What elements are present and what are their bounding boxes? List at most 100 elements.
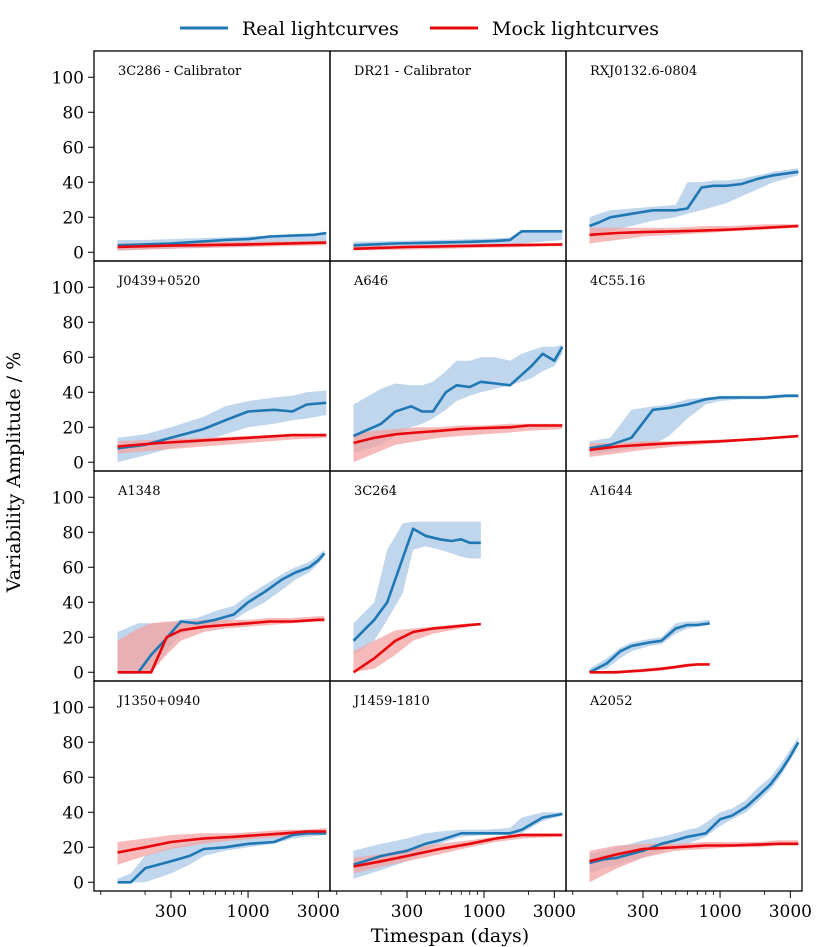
mock-band bbox=[117, 434, 327, 454]
panel-3: RXJ0132.6-0804 bbox=[565, 50, 803, 262]
panel-5: A646 bbox=[329, 260, 567, 472]
y-tick-label: 80 bbox=[62, 733, 84, 753]
panel-label: 3C286 - Calibrator bbox=[118, 64, 242, 79]
real-band bbox=[353, 521, 481, 655]
x-tick-label: 3000 bbox=[297, 902, 340, 922]
real-line bbox=[589, 741, 800, 865]
y-tick-label: 60 bbox=[62, 348, 84, 368]
mock-line bbox=[352, 622, 481, 674]
y-tick-label: 80 bbox=[62, 313, 84, 333]
x-tick-label: 300 bbox=[391, 902, 423, 922]
y-tick-label: 100 bbox=[52, 68, 84, 88]
y-tick-label: 80 bbox=[62, 523, 84, 543]
real-line bbox=[352, 346, 564, 438]
panel-label: A1348 bbox=[117, 484, 160, 499]
panel-1: 3C286 - Calibrator 0 20 40 60 80 100 bbox=[52, 50, 331, 263]
x-tick-label: 300 bbox=[627, 902, 659, 922]
mock-line bbox=[589, 663, 710, 674]
real-line bbox=[117, 831, 327, 884]
panel-label: RXJ0132.6-0804 bbox=[590, 64, 697, 79]
y-axis-title: Variability Amplitude / % bbox=[3, 352, 25, 593]
real-line bbox=[117, 552, 326, 674]
mock-band bbox=[117, 828, 327, 865]
panel-2: DR21 - Calibrator bbox=[329, 50, 567, 262]
panel-frame bbox=[329, 50, 567, 262]
real-line bbox=[353, 230, 563, 247]
panel-label: J1350+0940 bbox=[116, 694, 200, 709]
plot-area bbox=[117, 828, 327, 884]
y-tick-label: 0 bbox=[73, 453, 84, 473]
plot-area bbox=[353, 230, 563, 251]
y-tick-label: 40 bbox=[62, 593, 84, 613]
real-line bbox=[117, 401, 327, 450]
mock-line bbox=[353, 833, 563, 868]
mock-band bbox=[117, 616, 325, 673]
x-tick-label: 1000 bbox=[226, 902, 269, 922]
mock-band bbox=[353, 623, 481, 673]
real-line bbox=[588, 622, 710, 674]
legend-mock-label: Mock lightcurves bbox=[492, 18, 659, 40]
y-tick-label: 100 bbox=[52, 698, 84, 718]
y-tick-label: 80 bbox=[62, 103, 84, 123]
y-tick-label: 20 bbox=[62, 628, 84, 648]
plot-area bbox=[352, 345, 564, 463]
y-tick-label: 0 bbox=[73, 873, 84, 893]
real-line bbox=[589, 170, 799, 228]
y-tick-label: 60 bbox=[62, 768, 84, 788]
panel-8: 3C264 bbox=[329, 470, 567, 682]
panel-label: A2052 bbox=[589, 694, 632, 709]
plot-area bbox=[589, 737, 800, 883]
panel-frame bbox=[93, 50, 331, 262]
panel-7: A1348 0 20 40 60 80 100 bbox=[52, 470, 331, 683]
mock-line bbox=[117, 618, 325, 674]
x-axis-title: Timespan (days) bbox=[371, 925, 529, 947]
y-tick-label: 20 bbox=[62, 208, 84, 228]
x-tick-label: 1000 bbox=[462, 902, 505, 922]
real-line bbox=[353, 812, 563, 867]
y-tick-label: 40 bbox=[62, 173, 84, 193]
real-band bbox=[117, 390, 327, 463]
plot-area bbox=[588, 619, 710, 674]
plot-area bbox=[589, 168, 799, 244]
plot-area bbox=[589, 394, 799, 457]
panel-label: A646 bbox=[353, 274, 388, 289]
y-tick-label: 0 bbox=[73, 243, 84, 263]
panel-6: 4C55.16 bbox=[565, 260, 803, 472]
legend: Real lightcurves Mock lightcurves bbox=[180, 18, 659, 40]
plot-area bbox=[117, 390, 327, 463]
panel-label: J0439+0520 bbox=[116, 274, 200, 289]
y-tick-label: 100 bbox=[52, 488, 84, 508]
real-line bbox=[117, 231, 327, 247]
x-tick-label: 3000 bbox=[769, 902, 812, 922]
mock-line bbox=[117, 433, 327, 448]
x-tick-label: 300 bbox=[155, 902, 187, 922]
mock-line bbox=[353, 243, 563, 251]
panel-label: A1644 bbox=[589, 484, 632, 499]
panel-label: 4C55.16 bbox=[590, 274, 645, 289]
real-band bbox=[589, 394, 799, 454]
y-tick-label: 0 bbox=[73, 663, 84, 683]
panel-11: J1459-1810 300 1000 3000 bbox=[329, 680, 576, 922]
mock-line bbox=[353, 424, 563, 445]
panel-label: 3C264 bbox=[354, 484, 397, 499]
x-tick-label: 1000 bbox=[698, 902, 741, 922]
mock-line bbox=[589, 842, 799, 863]
y-tick-label: 100 bbox=[52, 278, 84, 298]
panel-frame bbox=[565, 680, 803, 892]
y-tick-label: 40 bbox=[62, 383, 84, 403]
y-tick-label: 60 bbox=[62, 558, 84, 578]
y-tick-label: 40 bbox=[62, 803, 84, 823]
panel-label: DR21 - Calibrator bbox=[354, 64, 472, 79]
panel-9: A1644 bbox=[565, 470, 803, 682]
real-band bbox=[589, 168, 799, 239]
mock-line bbox=[117, 241, 327, 249]
mock-line bbox=[589, 224, 799, 237]
real-band bbox=[353, 812, 563, 879]
real-band bbox=[353, 345, 563, 454]
panel-10: J1350+0940 0 20 40 60 80 100 300 1000 3000 bbox=[52, 680, 340, 922]
x-tick-label: 3000 bbox=[533, 902, 576, 922]
plot-area bbox=[353, 812, 563, 879]
panel-4: J0439+0520 0 20 40 60 80 100 bbox=[52, 260, 331, 473]
real-line bbox=[589, 394, 799, 450]
